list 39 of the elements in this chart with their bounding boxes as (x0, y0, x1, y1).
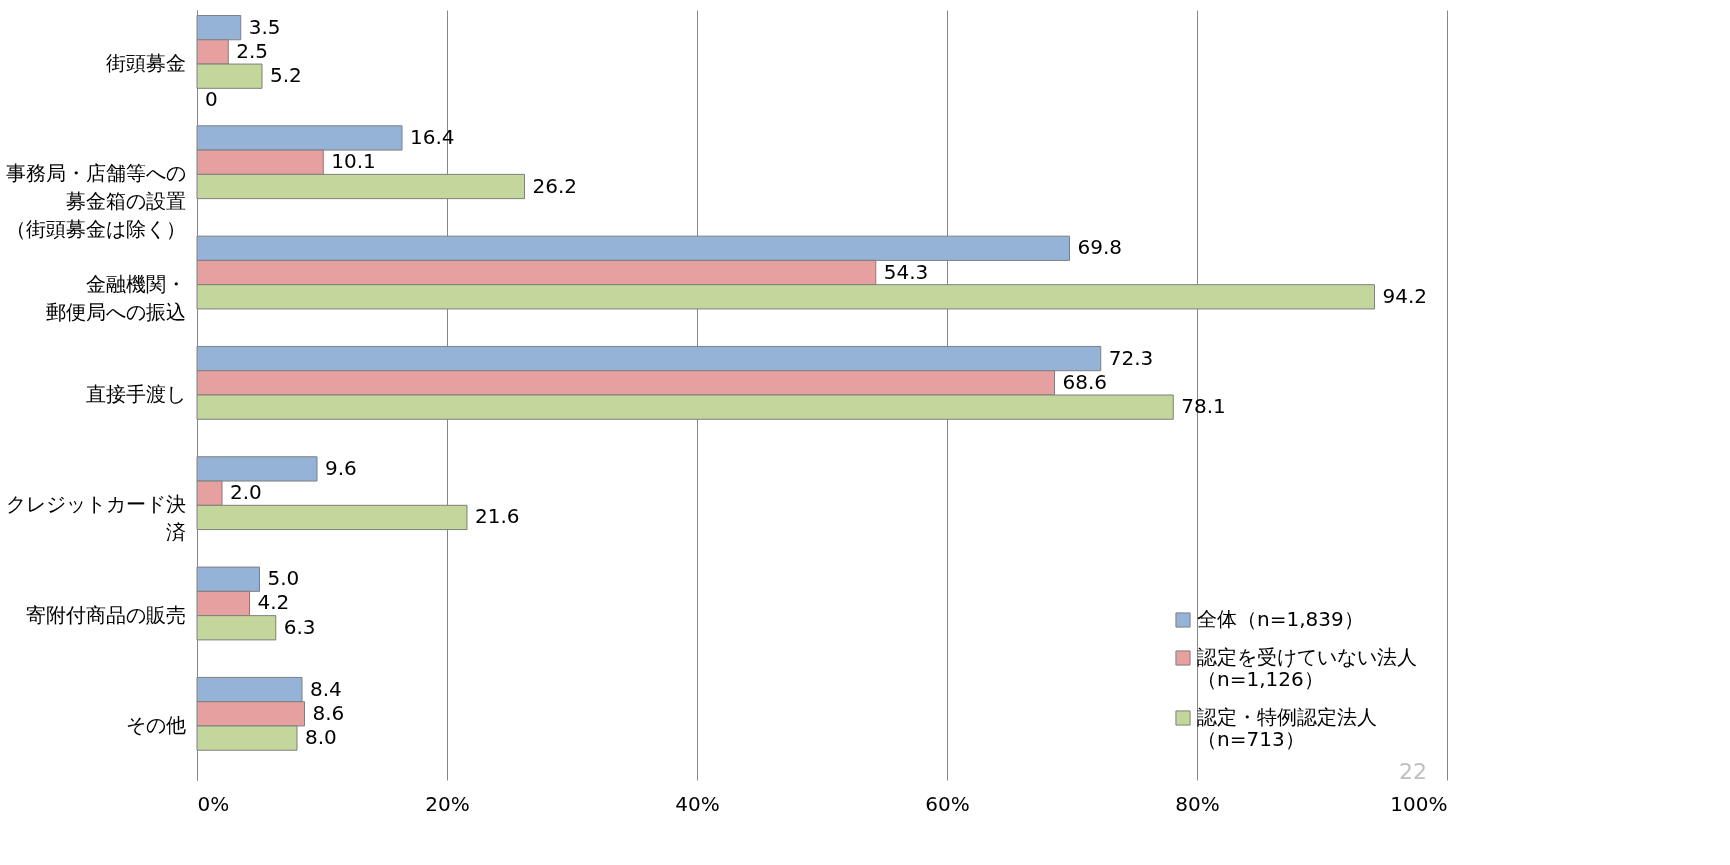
annotation: 0 (205, 87, 218, 112)
data-label: 8.4 (310, 676, 342, 701)
x-tick-label: 20% (425, 791, 470, 816)
x-tick-label: 60% (925, 791, 970, 816)
x-tick-label: 80% (1175, 791, 1220, 816)
data-label: 9.6 (325, 455, 357, 480)
data-label: 26.2 (532, 173, 578, 198)
data-label: 8.0 (305, 725, 337, 750)
y-tick-label: 事務局・店舗等への募金箱の設置（街頭募金は除く） (5, 161, 186, 242)
data-label: 5.0 (267, 566, 300, 591)
data-label: 6.3 (283, 614, 316, 639)
x-tick-label: 40% (675, 791, 720, 816)
data-label: 69.8 (1077, 235, 1123, 260)
data-label: 94.2 (1382, 283, 1428, 308)
y-tick-label: 直接手渡し (85, 382, 186, 406)
data-label: 10.1 (331, 149, 376, 174)
data-label: 68.6 (1062, 369, 1108, 394)
data-label: 4.2 (257, 590, 290, 615)
legend-label: 全体（n=1,839） (1197, 607, 1364, 631)
data-label: 54.3 (883, 259, 929, 284)
y-tick-label: 金融機関・郵便局への振込 (45, 271, 186, 324)
legend-label: 認定・特例認定法人（n=713） (1197, 705, 1377, 751)
data-label: 8.6 (312, 700, 345, 725)
data-label: 2.5 (236, 38, 269, 63)
data-label: 72.3 (1108, 345, 1154, 370)
y-tick-label: 寄附付商品の販売 (25, 602, 186, 627)
data-label: 78.1 (1181, 394, 1226, 419)
x-tick-label: 100% (1390, 791, 1448, 816)
x-tick-label: 0% (197, 791, 230, 816)
data-label: 2.0 (230, 480, 262, 505)
data-label: 21.6 (475, 504, 520, 529)
data-label: 16.4 (410, 124, 455, 149)
data-label: 5.2 (270, 63, 302, 88)
annotation: 22 (1399, 759, 1427, 784)
legend-label: 認定を受けていない法人（n=1,126） (1197, 645, 1417, 691)
y-tick-label: その他 (125, 712, 186, 737)
data-label: 3.5 (248, 14, 281, 39)
y-tick-label: 街頭募金 (105, 51, 186, 76)
y-tick-label: クレジットカード決済 (5, 492, 186, 545)
